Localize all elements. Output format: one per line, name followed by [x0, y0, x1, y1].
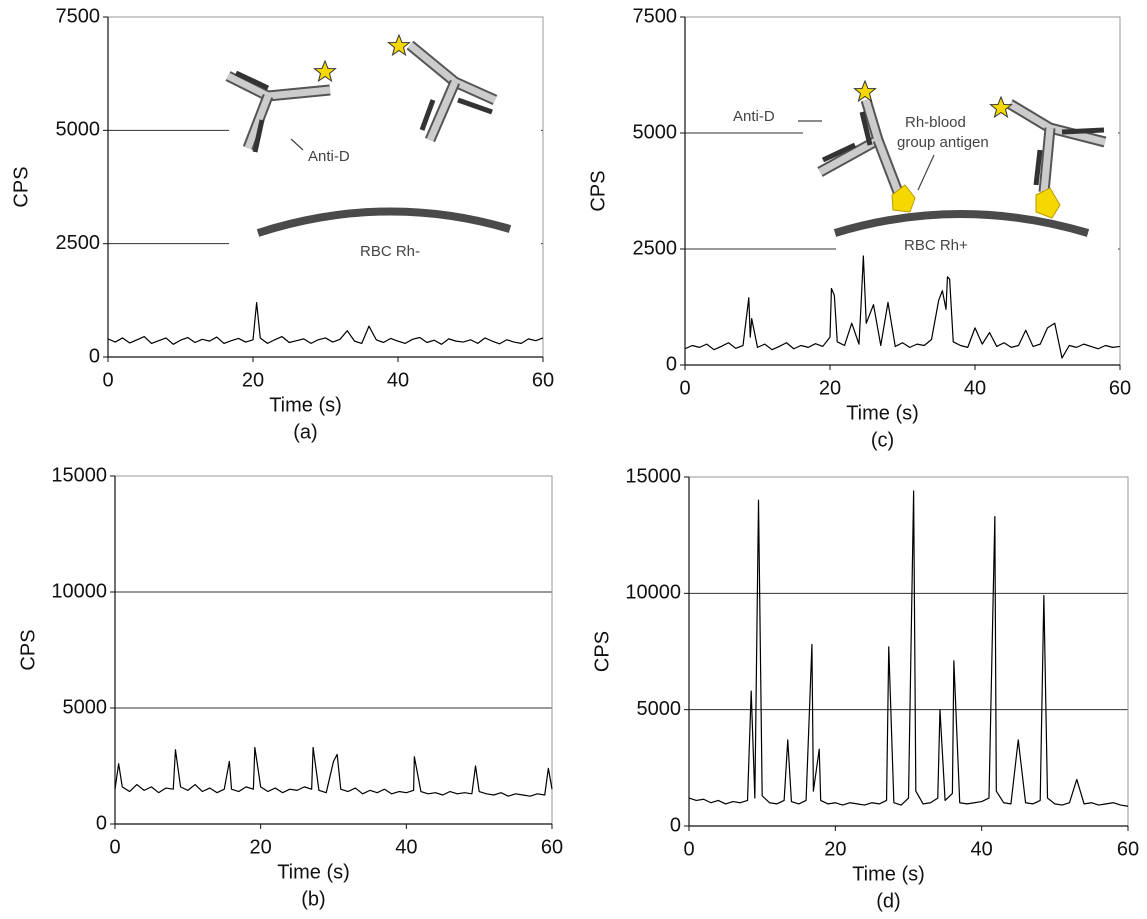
y-tick-label: 15000: [625, 465, 681, 487]
x-tick-label: 60: [1109, 377, 1131, 399]
y-tick-label: 0: [670, 814, 681, 836]
x-tick-label: 20: [824, 838, 846, 860]
caption: (b): [301, 888, 325, 910]
annotation: Rh-blood: [905, 114, 966, 131]
caption: (d): [876, 890, 900, 912]
y-axis-label: CPS: [17, 629, 39, 670]
plot-frame: [114, 475, 553, 825]
annotation: RBC Rh-: [360, 243, 420, 260]
caption: (a): [293, 421, 317, 443]
x-tick-label: 20: [250, 836, 272, 858]
antibody: [989, 95, 1107, 219]
trace-line: [107, 302, 544, 345]
antibody: [387, 33, 498, 143]
y-axis-label: CPS: [587, 170, 609, 211]
x-tick-label: 60: [541, 836, 563, 858]
cell-membrane: [256, 207, 512, 237]
annotation: Anti-D: [308, 148, 350, 165]
y-tick-label: 5000: [63, 696, 108, 718]
x-tick-label: 0: [102, 369, 113, 391]
x-tick-label: 40: [395, 836, 417, 858]
y-tick-label: 10000: [51, 580, 107, 602]
y-tick-label: 10000: [625, 582, 681, 604]
x-tick-label: 0: [683, 838, 694, 860]
x-axis-label: Time (s): [852, 863, 925, 885]
trace-line: [684, 255, 1121, 359]
x-tick-label: 20: [242, 369, 264, 391]
x-tick-label: 60: [1117, 838, 1139, 860]
y-tick-label: 5000: [637, 698, 682, 720]
y-tick-label: 5000: [633, 121, 678, 143]
y-tick-label: 0: [96, 812, 107, 834]
x-tick-label: 40: [964, 377, 986, 399]
cell-membrane: [833, 210, 1090, 237]
y-tick-label: 2500: [56, 232, 101, 254]
x-axis-label: Time (s): [846, 402, 919, 424]
y-tick-label: 15000: [51, 464, 107, 486]
antibody: [225, 59, 337, 153]
y-tick-label: 5000: [56, 119, 101, 141]
x-tick-label: 0: [679, 377, 690, 399]
annotation: group antigen: [897, 134, 989, 151]
x-tick-label: 20: [819, 377, 841, 399]
chart-layer: 0 2500 5000 7500 0 20 40 60 Time (s) (a) CPS Anti-D…: [10, 5, 1139, 912]
antibody: [817, 79, 916, 213]
y-tick-label: 0: [666, 353, 677, 375]
annotation: Anti-D: [733, 108, 775, 125]
y-tick-label: 7500: [633, 5, 678, 27]
x-axis-label: Time (s): [277, 861, 350, 883]
x-tick-label: 60: [532, 369, 554, 391]
y-axis-label: CPS: [591, 631, 613, 672]
y-axis-label: CPS: [10, 166, 32, 207]
x-tick-label: 0: [109, 836, 120, 858]
arrow: [917, 154, 935, 191]
y-tick-label: 0: [89, 345, 100, 367]
x-tick-label: 40: [387, 369, 409, 391]
caption: (c): [871, 429, 894, 451]
y-tick-label: 7500: [56, 5, 101, 27]
trace-line: [114, 746, 553, 797]
annotation: RBC Rh+: [904, 237, 968, 254]
illustrations: [225, 33, 1118, 262]
arrow: [290, 138, 304, 151]
x-tick-label: 40: [971, 838, 993, 860]
y-tick-label: 2500: [633, 237, 678, 259]
x-axis-label: Time (s): [269, 394, 342, 416]
trace-line: [688, 490, 1129, 807]
